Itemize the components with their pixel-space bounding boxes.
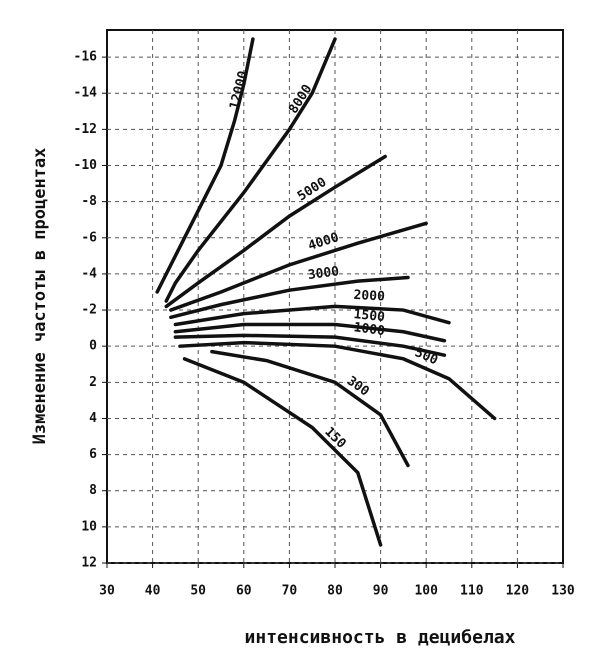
x-tick-label: 70 [282,584,298,599]
y-tick-label: -14 [74,86,98,101]
y-tick-label: 4 [89,411,97,426]
curve-label: 300 [344,374,372,400]
x-tick-label: 60 [236,584,252,599]
y-tick-label: 2 [89,375,97,390]
curve [164,37,337,303]
curve [155,37,255,294]
curve [164,154,387,309]
x-tick-label: 90 [373,584,389,599]
y-tick-label: -6 [81,230,97,245]
y-tick-label: -16 [74,50,98,65]
y-tick-label: 10 [81,519,97,534]
y-tick-label: 0 [89,339,97,354]
curve-label: 12000 [227,69,251,111]
y-tick-label: -4 [81,266,97,281]
x-tick-label: 50 [190,584,206,599]
x-tick-label: 130 [551,584,575,599]
curve [178,340,497,421]
y-tick-label: -2 [81,303,97,318]
curve [169,221,428,312]
curve-label: 1500 [353,307,386,325]
curve [210,349,410,468]
y-tick-label: -12 [74,122,97,137]
x-tick-label: 80 [327,584,343,599]
curve [182,357,383,547]
y-axis-label: Изменение частоты в процентах [30,148,50,445]
y-tick-label: -10 [74,158,98,173]
x-tick-label: 100 [414,584,438,599]
x-tick-label: 40 [145,584,161,599]
y-tick-label: -8 [81,194,97,209]
x-tick-label: 30 [99,584,115,599]
x-tick-label: 110 [460,584,484,599]
curve-label: 3000 [307,264,340,283]
x-axis-label: интенсивность в децибелах [245,627,516,648]
curve [173,333,447,357]
curve-label: 8000 [286,82,315,117]
y-tick-label: 6 [89,447,97,462]
x-tick-label: 120 [506,584,530,599]
curve-label: 1000 [353,320,386,339]
curve [169,275,410,320]
curve [173,322,447,343]
curve [173,304,451,327]
curve-label: 150 [321,424,348,451]
y-tick-label: 8 [89,483,97,498]
curve-label: 2000 [353,288,385,305]
y-tick-label: 12 [81,556,97,571]
